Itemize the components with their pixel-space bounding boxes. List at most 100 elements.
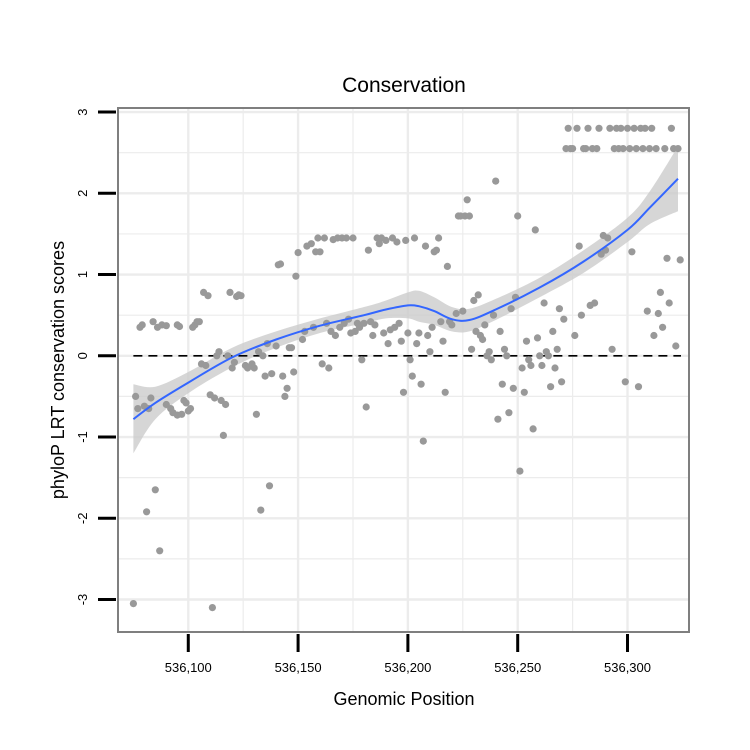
data-point (182, 399, 190, 407)
data-point (424, 331, 432, 340)
data-point (529, 425, 537, 433)
data-point (265, 482, 274, 490)
data-point (143, 508, 151, 516)
data-point (318, 360, 326, 368)
data-point (156, 547, 164, 555)
x-axis: 536,100 536,150 536,200 536,250 536,300 (165, 634, 651, 675)
y-tick-label: 1 (75, 271, 90, 278)
data-point (659, 323, 667, 331)
plot-frame (117, 107, 690, 633)
data-point (134, 405, 142, 413)
data-point (536, 352, 544, 360)
y-tick-label: 0 (75, 352, 90, 359)
data-point (628, 248, 636, 256)
data-point (178, 410, 186, 418)
data-point (358, 356, 366, 364)
data-point (525, 356, 533, 364)
data-point (639, 145, 647, 153)
data-point (516, 467, 524, 475)
data-point (494, 415, 502, 423)
data-point (138, 321, 146, 329)
data-point (520, 388, 528, 396)
data-point (342, 234, 350, 242)
data-point (399, 388, 408, 396)
data-point (149, 318, 157, 326)
data-point (314, 234, 322, 242)
data-point (549, 327, 557, 335)
y-tick-label: -3 (75, 594, 90, 606)
data-point (577, 311, 586, 319)
data-point (362, 403, 370, 411)
data-point (410, 234, 419, 242)
data-point (661, 145, 669, 153)
data-point (279, 372, 287, 380)
data-point (514, 212, 522, 220)
data-point (215, 348, 223, 356)
data-point (259, 352, 267, 360)
data-point (531, 226, 539, 234)
data-point (402, 236, 410, 244)
data-point (364, 246, 372, 254)
data-point (575, 242, 583, 250)
data-point (676, 256, 684, 264)
y-tick-label: 2 (75, 190, 90, 197)
data-point (186, 405, 195, 413)
data-point (465, 212, 473, 220)
data-point (544, 352, 553, 360)
data-point (621, 378, 629, 386)
data-point (652, 145, 660, 153)
data-point (151, 486, 159, 494)
data-point (507, 305, 515, 313)
x-axis-label: Genomic Position (333, 689, 474, 709)
data-point (604, 234, 612, 242)
data-point (195, 318, 203, 326)
data-point (522, 337, 531, 345)
data-point (441, 388, 449, 396)
data-point (132, 392, 140, 400)
data-point (470, 296, 478, 305)
x-tick-label: 536,150 (275, 660, 322, 675)
data-point (665, 299, 673, 307)
data-point (492, 177, 500, 185)
data-point (211, 394, 219, 402)
data-point (252, 410, 260, 418)
data-point (500, 345, 509, 353)
confidence-ribbon (133, 146, 678, 454)
data-point (228, 364, 236, 372)
data-point (437, 318, 445, 326)
data-point (380, 329, 388, 337)
data-point (448, 321, 456, 329)
data-point (498, 380, 506, 388)
data-point (276, 260, 285, 268)
data-point (261, 372, 269, 380)
data-point (435, 234, 443, 242)
data-point (643, 307, 651, 315)
data-point (538, 361, 546, 370)
data-point (272, 342, 280, 350)
y-tick-label: -1 (75, 431, 90, 443)
data-point (645, 145, 654, 153)
data-point (672, 342, 680, 350)
data-point (237, 292, 245, 300)
data-point (375, 240, 383, 248)
data-point (226, 288, 234, 296)
data-point (320, 234, 328, 242)
data-point (518, 364, 526, 372)
data-point (593, 145, 601, 153)
data-point (290, 368, 298, 376)
x-tick-label: 536,250 (494, 660, 541, 675)
data-point (432, 246, 440, 254)
data-point (257, 506, 265, 514)
data-point (674, 145, 682, 153)
data-point (222, 400, 230, 409)
data-point (360, 319, 368, 327)
data-point (408, 372, 416, 380)
data-point (292, 272, 300, 280)
data-point (298, 335, 307, 344)
data-point (463, 196, 471, 204)
data-point (533, 334, 542, 342)
data-point (393, 238, 401, 246)
data-point (325, 364, 333, 372)
y-tick-label: 3 (75, 108, 90, 115)
